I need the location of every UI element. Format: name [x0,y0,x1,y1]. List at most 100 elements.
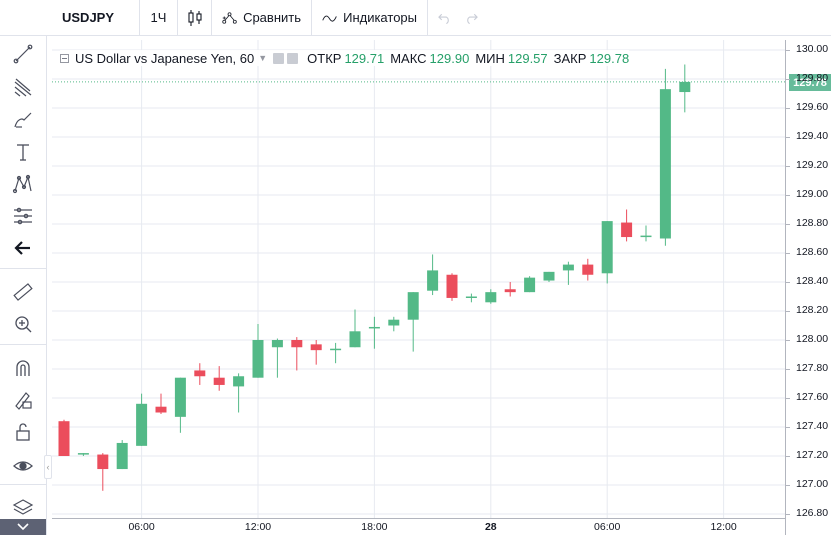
candle-body [194,370,206,377]
collapse-legend-icon[interactable] [60,53,69,63]
time-tick-label: 18:00 [361,521,388,533]
candle-body [388,319,400,326]
candle[interactable] [310,340,322,365]
caret-down-icon[interactable]: ▼ [258,53,268,63]
eye-icon[interactable] [9,452,37,480]
pitchfork-icon[interactable] [9,73,37,101]
pattern-icon[interactable] [9,170,37,198]
candle-body [271,340,283,348]
undo-icon[interactable] [438,12,451,24]
chart-type-button[interactable] [178,0,212,36]
hide-series-icon[interactable] [273,52,285,64]
candle[interactable] [446,273,458,301]
text-tool-icon[interactable] [9,138,37,166]
candle[interactable] [58,419,70,456]
candle[interactable] [97,453,109,491]
compare-icon [222,11,237,24]
settings-icon[interactable] [287,52,299,64]
low-label: МИН [475,50,505,66]
candle-body [504,289,516,293]
series-legend: US Dollar vs Japanese Yen, 60 ▼ ОТКР 129… [60,50,630,66]
candle-body [601,221,613,274]
candle[interactable] [330,342,342,364]
brush-icon[interactable] [9,106,37,134]
price-tick-mark [785,195,790,196]
candle[interactable] [77,453,89,456]
candle[interactable] [524,276,536,293]
candle[interactable] [233,373,245,413]
candle[interactable] [427,254,439,296]
candle[interactable] [349,309,361,348]
open-label: ОТКР [307,50,342,66]
price-tick-label: 130.00 [796,43,829,55]
ruler-icon[interactable] [9,278,37,306]
price-tick-label: 128.60 [796,246,829,258]
price-tick-label: 128.20 [796,304,829,316]
candle-body [407,292,419,320]
series-title: US Dollar vs Japanese Yen, 60 [75,50,255,66]
indicators-button[interactable]: Индикаторы [312,0,428,36]
chevron-down-icon[interactable] [0,519,46,535]
collapse-toolbar-handle[interactable]: ‹ [44,455,52,479]
candle[interactable] [562,261,574,285]
candle[interactable] [136,393,148,446]
time-tick-label: 06:00 [594,521,621,533]
high-value: 129.90 [429,50,470,66]
price-tick-mark [785,50,790,51]
symbol-search-button[interactable]: USDJPY [0,0,140,36]
chart-pane[interactable] [52,40,831,535]
compare-button[interactable]: Сравнить [212,0,312,36]
candle[interactable] [116,440,128,470]
candle[interactable] [155,393,167,414]
time-axis-line [52,518,785,519]
lock-icon[interactable] [9,418,37,446]
close-value: 129.78 [589,50,630,66]
candle[interactable] [271,338,283,378]
candle[interactable] [291,337,303,371]
zoom-in-icon[interactable] [9,310,37,338]
price-tick-label: 127.60 [796,391,829,403]
candle-body [310,344,322,351]
candle[interactable] [252,324,264,378]
candle-body [446,274,458,298]
candle[interactable] [213,366,225,391]
price-tick-mark [785,253,790,254]
arrow-left-icon[interactable] [9,234,37,262]
compare-label: Сравнить [243,10,301,25]
price-tick-mark [785,340,790,341]
candle[interactable] [194,363,206,385]
stay-in-drawing-mode-icon[interactable] [9,386,37,414]
price-tick-label: 127.20 [796,449,829,461]
interval-button[interactable]: 1Ч [140,0,178,36]
candle[interactable] [679,64,691,113]
price-tick-mark [785,311,790,312]
trend-line-icon[interactable] [9,40,37,68]
price-tick-label: 128.00 [796,333,829,345]
candle-body [659,89,671,239]
candle[interactable] [659,68,671,246]
candle-body [116,442,128,470]
time-tick-label: 12:00 [710,521,737,533]
candle[interactable] [582,258,594,281]
candle[interactable] [621,209,633,242]
candle[interactable] [368,316,380,349]
candle[interactable] [504,282,516,297]
prediction-tool-icon[interactable] [9,202,37,230]
candle[interactable] [407,292,419,352]
time-tick-label: 06:00 [128,521,155,533]
candle[interactable] [485,289,497,304]
layers-icon[interactable] [9,494,37,522]
magnet-icon[interactable] [9,354,37,382]
price-tick-label: 129.80 [796,72,829,84]
redo-icon[interactable] [465,12,478,24]
candle-body [562,264,574,271]
candle-body [330,348,342,351]
candle[interactable] [543,271,555,282]
candle-body [136,403,148,446]
price-tick-mark [785,514,790,515]
candle[interactable] [465,293,477,303]
candle[interactable] [601,221,613,284]
candle[interactable] [640,225,652,242]
candle[interactable] [388,316,400,332]
candle[interactable] [174,377,186,433]
